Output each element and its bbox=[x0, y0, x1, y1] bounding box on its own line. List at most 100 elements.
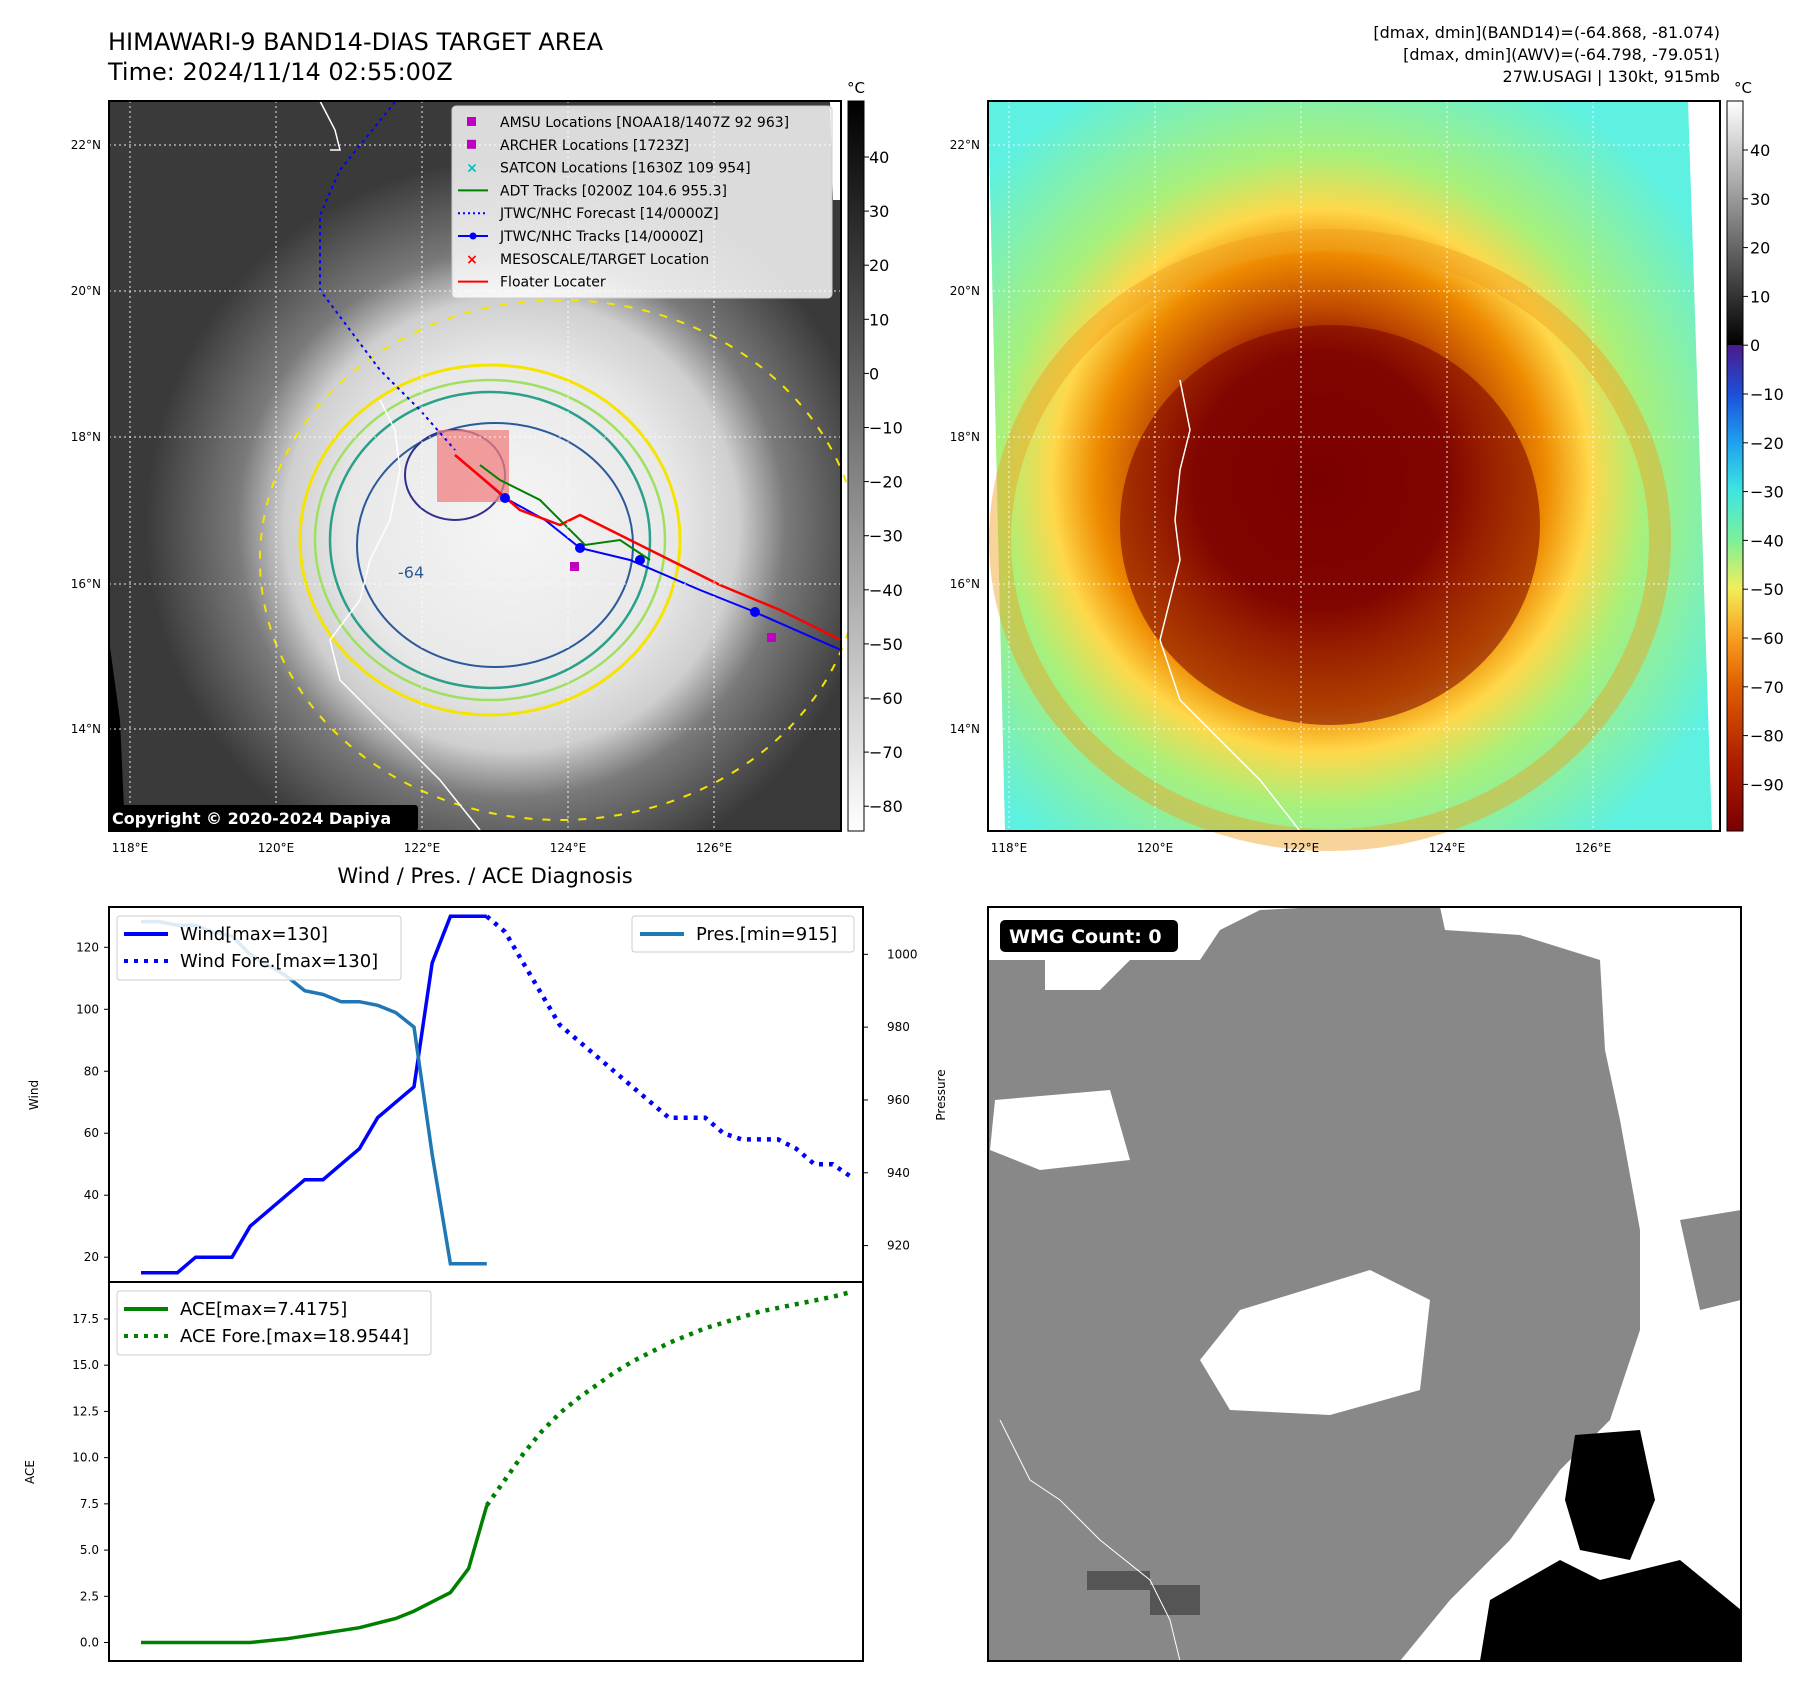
pressure-legend: Pres.[min=915] bbox=[631, 915, 855, 953]
contour-ring-blue bbox=[356, 422, 634, 668]
lon-label: 118°E bbox=[991, 841, 1028, 855]
pressure-tick-label: 980 bbox=[887, 1020, 910, 1034]
lat-label: 22°N bbox=[950, 138, 980, 152]
colorbar-tick-label: 30 bbox=[1750, 190, 1770, 209]
series-line bbox=[484, 1289, 852, 1507]
colorbar-tick-label: −70 bbox=[1750, 678, 1784, 697]
legend-label: SATCON Locations [1630Z 109 954] bbox=[500, 161, 751, 177]
ace-tick-label: 0.0 bbox=[80, 1636, 99, 1650]
wmg-dark-patch bbox=[1150, 1585, 1200, 1615]
legend-label: ARCHER Locations [1723Z] bbox=[500, 138, 689, 154]
legend-label: ADT Tracks [0200Z 104.6 955.3] bbox=[500, 183, 727, 199]
colorbar-tick-label: −60 bbox=[1750, 629, 1784, 648]
legend-box bbox=[451, 105, 833, 299]
colorbar-tick-label: −60 bbox=[869, 689, 903, 708]
copyright-text: Copyright © 2020-2024 Dapiya bbox=[112, 809, 391, 828]
contour-ring-teal bbox=[328, 390, 652, 690]
legend-marker: × bbox=[466, 252, 478, 268]
colorbar-tick-label: −10 bbox=[869, 419, 903, 438]
legend-entry: JTWC/NHC Tracks [14/0000Z] bbox=[458, 229, 703, 245]
ace-tick-label: 12.5 bbox=[72, 1404, 99, 1418]
lat-label: 22°N bbox=[71, 138, 101, 152]
pressure-tick-label: 940 bbox=[887, 1166, 910, 1180]
lat-label: 18°N bbox=[71, 430, 101, 444]
legend-label: AMSU Locations [NOAA18/1407Z 92 963] bbox=[500, 115, 789, 131]
colorbar-tick-label: 40 bbox=[869, 148, 889, 167]
colorbar-tick-label: −40 bbox=[869, 581, 903, 600]
info-storm: 27W.USAGI | 130kt, 915mb bbox=[1503, 67, 1720, 86]
ace-tick-label: 2.5 bbox=[80, 1589, 99, 1603]
right-colorbar: °C 40 30 20 10 0 −10 −20 −30 −40 −50 −60 −70 −80 −90 bbox=[1726, 79, 1784, 832]
left-map-legend: AMSU Locations [NOAA18/1407Z 92 963] ARCH… bbox=[451, 105, 833, 299]
jtwc-track-point bbox=[575, 543, 585, 553]
wmg-white-patch bbox=[990, 1090, 1130, 1170]
legend-entry: AMSU Locations [NOAA18/1407Z 92 963] bbox=[467, 115, 789, 131]
colorbar-tick-label: 40 bbox=[1750, 141, 1770, 160]
diagnosis-title: Wind / Pres. / ACE Diagnosis bbox=[337, 864, 632, 888]
luzon-coastline bbox=[329, 399, 481, 831]
series-line bbox=[141, 1504, 489, 1645]
pressure-tick-label: 1000 bbox=[887, 947, 918, 961]
wmg-frame bbox=[987, 906, 1742, 1662]
colorbar-tick-label: 0 bbox=[1750, 336, 1760, 355]
legend-marker: × bbox=[466, 161, 478, 177]
figure-time: Time: 2024/11/14 02:55:00Z bbox=[107, 58, 453, 86]
legend-marker bbox=[467, 139, 476, 149]
ace-legend: ACE[max=7.4175] ACE Fore.[max=18.9544] bbox=[116, 1290, 432, 1356]
pressure-tick-label: 920 bbox=[887, 1239, 910, 1253]
wind-legend-box bbox=[116, 915, 402, 981]
lon-label: 126°E bbox=[696, 841, 733, 855]
left-colorbar: °C 40 30 20 10 0 −10 −20 −30 −40 −50 −60 −70 −80 bbox=[847, 79, 903, 832]
wind-pressure-chart: Wind Pressure 20 40 60 80 100 120 920 940 960 980… bbox=[27, 906, 948, 1283]
lon-label: 120°E bbox=[1137, 841, 1174, 855]
ace-tick-label: 5.0 bbox=[80, 1543, 99, 1557]
taiwan-coastline bbox=[319, 100, 341, 151]
info-awv: [dmax, dmin](AWV)=(-64.798, -79.051) bbox=[1403, 45, 1720, 64]
wind-tick-label: 100 bbox=[76, 1002, 99, 1016]
lat-label: 14°N bbox=[950, 722, 980, 736]
lon-label: 124°E bbox=[550, 841, 587, 855]
left-map-frame bbox=[108, 100, 842, 832]
colorbar-tick-label: 10 bbox=[1750, 287, 1770, 306]
ace-tick-label: 17.5 bbox=[72, 1312, 99, 1326]
legend-label: ACE Fore.[max=18.9544] bbox=[180, 1326, 409, 1347]
colorbar-tick-label: −10 bbox=[1750, 385, 1784, 404]
wind-legend: Wind[max=130] Wind Fore.[max=130] bbox=[116, 915, 402, 981]
right-colorbar-top bbox=[1727, 101, 1743, 345]
legend-label: Floater Locater bbox=[500, 275, 606, 291]
archer-marker bbox=[767, 633, 776, 642]
left-map-nodata-right bbox=[830, 101, 841, 200]
colorbar-tick-label: −50 bbox=[1750, 580, 1784, 599]
floater-locater-track bbox=[454, 454, 842, 642]
info-band14: [dmax, dmin](BAND14)=(-64.868, -81.074) bbox=[1373, 23, 1720, 42]
legend-entry: JTWC/NHC Forecast [14/0000Z] bbox=[458, 206, 719, 222]
legend-label: JTWC/NHC Tracks [14/0000Z] bbox=[499, 229, 703, 245]
lat-label: 16°N bbox=[950, 577, 980, 591]
right-map-frame bbox=[987, 100, 1721, 832]
contour-ring-green bbox=[313, 378, 667, 702]
ace-legend-box bbox=[116, 1290, 432, 1356]
wmg-coastline bbox=[999, 1419, 1181, 1662]
colorbar-tick-label: −20 bbox=[869, 473, 903, 492]
ace-tick-label: 7.5 bbox=[80, 1497, 99, 1511]
lat-label: 20°N bbox=[71, 284, 101, 298]
colorbar-tick-label: −20 bbox=[1750, 434, 1784, 453]
jtwc-track-point bbox=[500, 493, 510, 503]
ace-axis-label: ACE bbox=[23, 1460, 37, 1484]
amsu-marker bbox=[570, 562, 579, 571]
colorbar-tick-label: −30 bbox=[1750, 483, 1784, 502]
legend-entry: × MESOSCALE/TARGET Location bbox=[466, 252, 709, 268]
colorbar-tick-label: 20 bbox=[1750, 239, 1770, 258]
series-line bbox=[141, 914, 487, 1275]
legend-label: Wind Fore.[max=130] bbox=[180, 951, 378, 972]
colorbar-tick-label: −90 bbox=[1750, 775, 1784, 794]
colorbar-tick-label: −80 bbox=[1750, 727, 1784, 746]
colorbar-tick-label: −70 bbox=[869, 743, 903, 762]
lon-label: 122°E bbox=[404, 841, 441, 855]
legend-label: JTWC/NHC Forecast [14/0000Z] bbox=[499, 206, 719, 222]
left-colorbar-fill bbox=[847, 100, 865, 832]
legend-label: Pres.[min=915] bbox=[696, 924, 837, 945]
wind-tick-label: 80 bbox=[84, 1064, 99, 1078]
wmg-badge bbox=[1000, 920, 1178, 952]
legend-entry: ADT Tracks [0200Z 104.6 955.3] bbox=[458, 183, 727, 199]
